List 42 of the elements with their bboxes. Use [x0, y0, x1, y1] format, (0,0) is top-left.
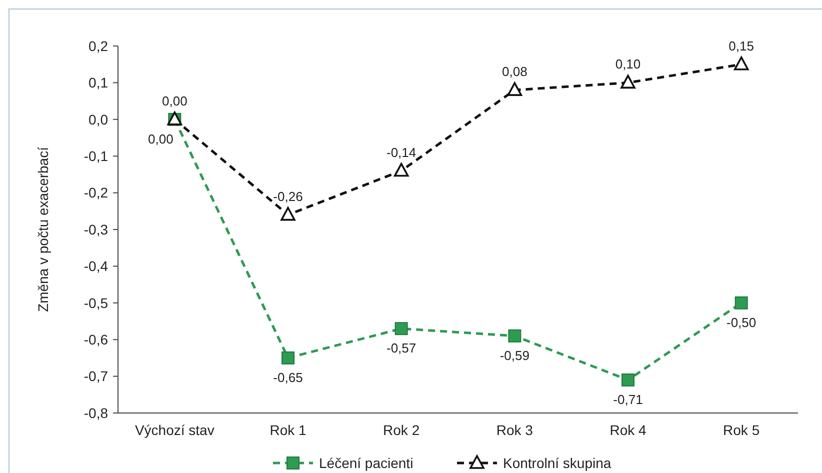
point — [282, 351, 294, 364]
data-label: 0,10 — [615, 56, 641, 72]
data-label: -0,14 — [386, 144, 416, 160]
point — [734, 56, 749, 70]
y-tick-label: 0,0 — [88, 111, 108, 128]
y-tick-label: -0,7 — [84, 368, 108, 384]
point — [622, 373, 634, 386]
x-tick-label: Rok 2 — [383, 422, 420, 438]
legend-label: Kontrolní skupina — [503, 454, 612, 471]
x-tick-label: Rok 1 — [270, 422, 306, 438]
x-tick-label: Rok 5 — [723, 422, 760, 438]
point — [280, 206, 296, 221]
y-tick-label: -0,2 — [84, 184, 108, 201]
y-tick-label: -0,3 — [84, 221, 108, 238]
data-label: 0,08 — [502, 64, 528, 80]
y-tick-label: 0,2 — [88, 38, 108, 54]
data-label: 0,15 — [728, 38, 754, 54]
legend-label: Léčení pacienti — [319, 454, 414, 471]
point — [620, 74, 636, 89]
y-axis-title: Změna v počtu exacerbací — [35, 146, 51, 312]
point — [508, 329, 522, 342]
y-tick-label: 0,1 — [88, 74, 108, 91]
point — [507, 82, 522, 96]
x-tick-label: Výchozí stav — [134, 422, 214, 438]
data-label: 0,00 — [162, 93, 188, 108]
x-tick-label: Rok 3 — [496, 422, 534, 438]
y-tick-label: -0,1 — [84, 148, 108, 164]
point — [394, 322, 408, 336]
data-label: -0,59 — [500, 348, 530, 363]
data-label: -0,57 — [386, 340, 416, 356]
data-label: -0,71 — [613, 392, 643, 407]
y-tick-label: -0,8 — [84, 404, 108, 421]
y-tick-label: -0,6 — [84, 332, 108, 348]
data-label: -0,50 — [726, 314, 756, 330]
x-tick-label: Rok 4 — [610, 422, 646, 438]
point — [734, 296, 748, 310]
point — [394, 162, 409, 177]
data-label: 0,00 — [148, 131, 174, 146]
y-tick-label: -0,4 — [84, 258, 108, 274]
y-tick-label: -0,5 — [84, 294, 108, 311]
data-label: -0,65 — [273, 370, 303, 385]
data-label: -0,26 — [273, 188, 303, 204]
